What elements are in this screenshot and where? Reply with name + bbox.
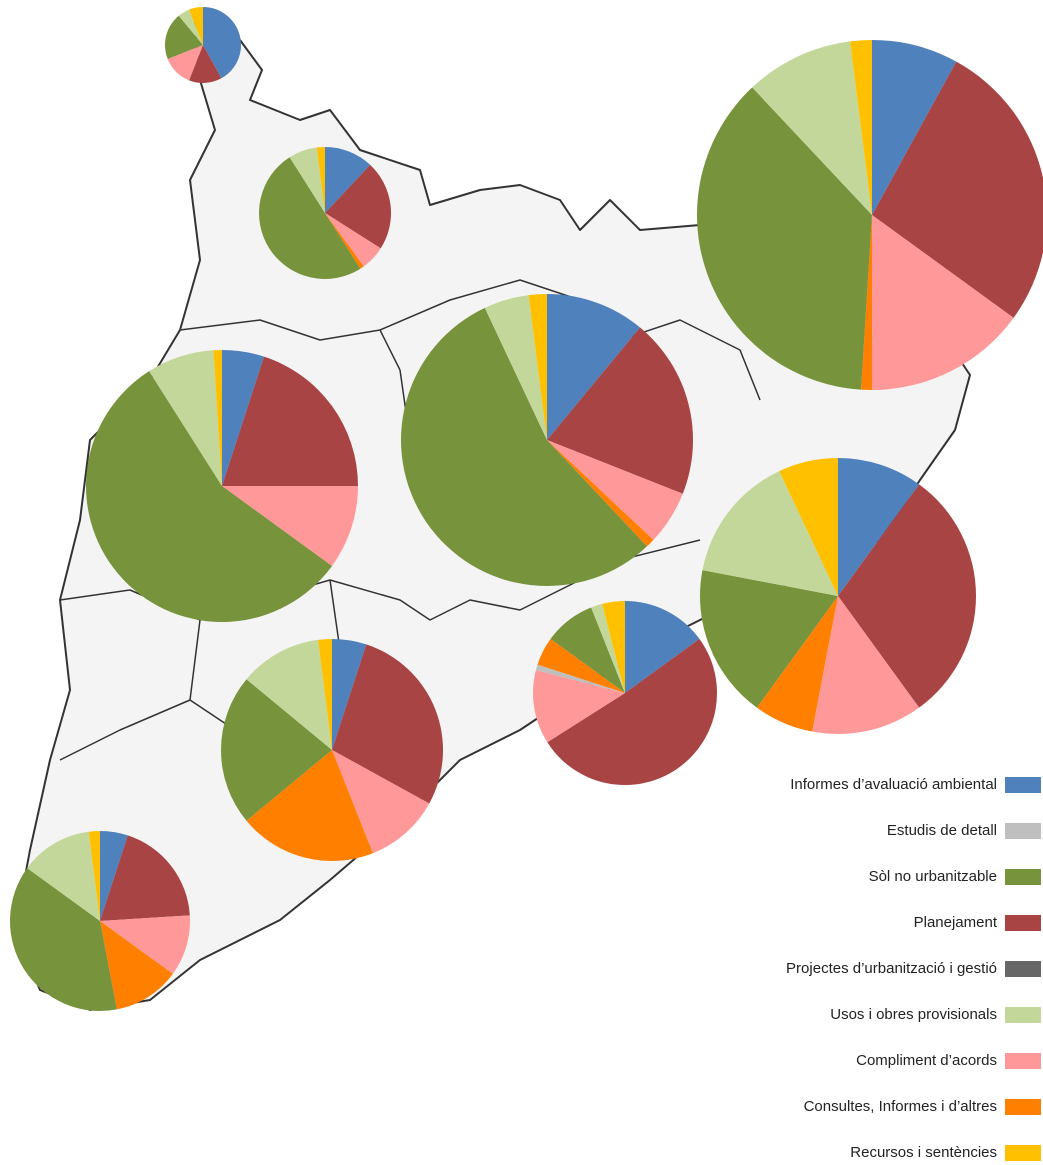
legend-swatch [1005, 777, 1041, 793]
pie-slice [625, 601, 700, 693]
pie-slice [178, 9, 203, 45]
legend-swatch [1005, 961, 1041, 977]
legend-swatch [1005, 1007, 1041, 1023]
pie-slice [100, 921, 173, 1010]
legend-swatch [1005, 915, 1041, 931]
legend-swatch [1005, 1145, 1041, 1161]
pie-slice [812, 596, 920, 735]
pie-slice [222, 486, 358, 566]
pie-slice [213, 350, 222, 486]
pie-slice [318, 639, 332, 750]
pie-slice [850, 40, 872, 215]
pie-slice [872, 61, 1043, 318]
pie-charts [9, 7, 1043, 1011]
pie-slice [100, 915, 190, 974]
legend-label: Consultes, Informes i d’altres [804, 1098, 997, 1115]
legend-label: Estudis de detall [887, 822, 997, 839]
pie-slice [697, 87, 872, 390]
pie-slice [537, 638, 625, 693]
pie-slice [189, 45, 222, 84]
legend-swatch [1005, 1053, 1041, 1069]
pie-slice [872, 215, 1014, 390]
pie-slice [602, 601, 625, 693]
pie-slice [27, 831, 101, 921]
pie-slice [9, 868, 117, 1011]
pie-slice [547, 638, 718, 786]
legend: Informes d’avaluació ambiental Estudis de… [786, 776, 1041, 1161]
pie-slice [189, 7, 203, 45]
pie-slice [100, 835, 190, 921]
pie-slice [752, 41, 872, 215]
pie-slice [484, 295, 547, 440]
pie-slice [756, 596, 838, 732]
pie-slice [167, 45, 203, 81]
pie-slice [165, 15, 203, 59]
pie-slice [838, 458, 920, 596]
pie-slice [861, 215, 872, 390]
pie-slice [316, 147, 325, 213]
pie-slice [246, 639, 332, 750]
legend-label: Compliment d’acords [856, 1052, 997, 1069]
pie-slice [332, 644, 444, 804]
pie-slice [85, 371, 333, 623]
pie-slice [591, 603, 625, 693]
pie-slice [332, 750, 430, 854]
pie-slice [222, 356, 358, 486]
pie-slice [332, 639, 367, 750]
pie-slice [246, 750, 373, 862]
legend-label: Informes d’avaluació ambiental [790, 776, 997, 793]
pie-slice [149, 350, 222, 486]
pie-slice [401, 307, 647, 587]
pie-slice [547, 440, 654, 547]
pie-slice [547, 294, 641, 440]
legend-label: Projectes d’urbanització i gestió [786, 960, 997, 977]
pie-slice [533, 670, 625, 743]
legend-swatch [1005, 823, 1041, 839]
pie-slice [88, 831, 100, 921]
pie-slice [220, 679, 332, 821]
legend-label: Sòl no urbanitzable [869, 868, 997, 885]
pie-slice [547, 327, 693, 494]
pie-slice [222, 350, 265, 486]
pie-slice [325, 213, 364, 269]
pie-slice [702, 471, 838, 596]
pie-slice [528, 294, 547, 440]
pie-slice [325, 147, 371, 213]
pie-slice [550, 607, 625, 693]
pie-slice [779, 458, 838, 596]
pie-slice [547, 440, 683, 540]
legend-swatch [1005, 1099, 1041, 1115]
pie-slice [203, 7, 241, 79]
legend-label: Usos i obres provisionals [830, 1006, 997, 1023]
pie-slice [325, 164, 391, 249]
pie-slice [259, 157, 361, 279]
pie-slice [100, 831, 128, 921]
legend-swatch [1005, 869, 1041, 885]
pie-slice [700, 570, 838, 708]
pie-slice [872, 40, 957, 215]
pie-slice [838, 484, 977, 708]
pie-slice [289, 147, 325, 213]
pie-slice [325, 213, 381, 267]
pie-slice [535, 664, 625, 693]
legend-label: Planejament [914, 914, 998, 931]
legend-label: Recursos i sentències [850, 1144, 997, 1161]
